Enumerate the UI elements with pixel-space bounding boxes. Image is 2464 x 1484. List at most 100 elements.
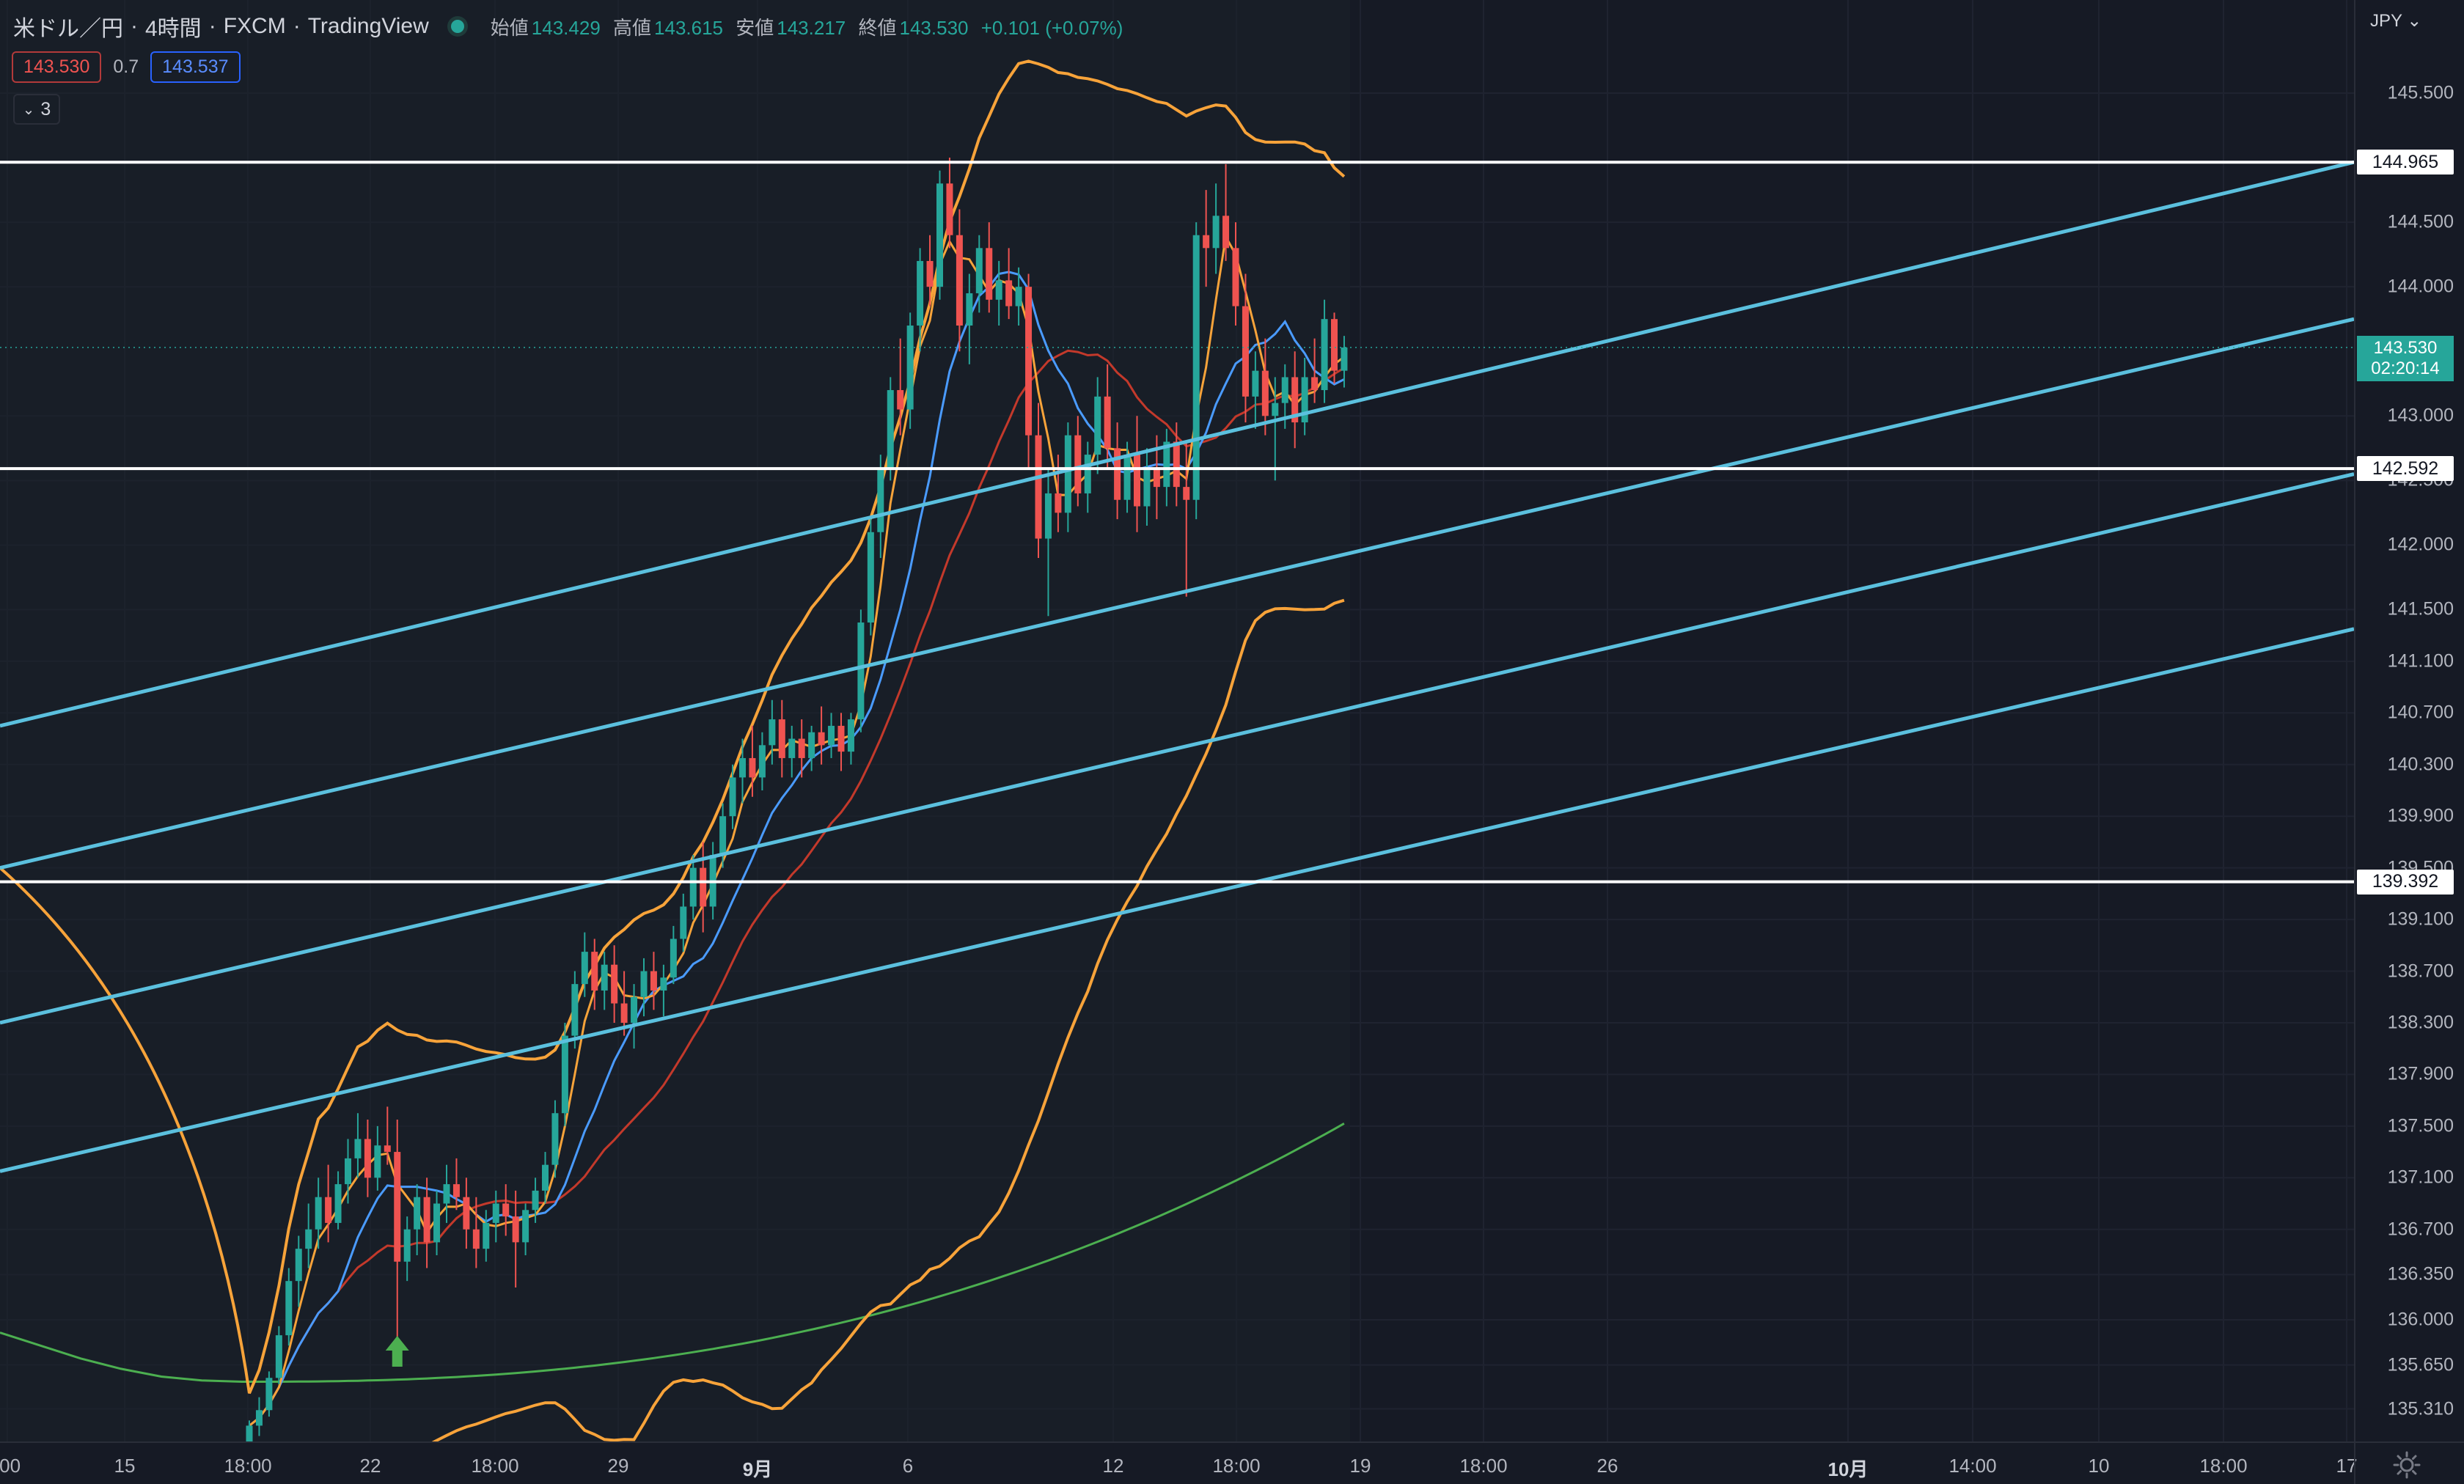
horizontal-line-price-label[interactable]: 142.592 — [2357, 456, 2454, 482]
candle[interactable] — [739, 738, 746, 804]
candle[interactable] — [808, 725, 815, 771]
horizontal-line-price-label[interactable]: 139.392 — [2357, 869, 2454, 895]
candle[interactable] — [354, 1113, 362, 1178]
candle[interactable] — [749, 725, 756, 797]
candle[interactable] — [788, 725, 796, 778]
candle[interactable] — [591, 938, 598, 1010]
candle[interactable] — [917, 248, 924, 352]
candle[interactable] — [443, 1164, 450, 1223]
candle[interactable] — [1222, 164, 1230, 261]
candle[interactable] — [1035, 403, 1042, 558]
candle[interactable] — [660, 964, 667, 1017]
ma-slow-line[interactable] — [0, 1122, 1345, 1383]
candle[interactable] — [374, 1125, 381, 1191]
price-scale[interactable]: JPY ⌄ 145.500144.500144.000143.000142.50… — [2354, 0, 2464, 1441]
candle[interactable] — [522, 1203, 529, 1255]
candle[interactable] — [867, 519, 874, 636]
currency-selector[interactable]: JPY ⌄ — [2370, 10, 2421, 32]
candle[interactable] — [936, 170, 943, 300]
candle[interactable] — [403, 1216, 411, 1282]
candle[interactable] — [1173, 422, 1180, 507]
candle[interactable] — [986, 222, 993, 313]
candle[interactable] — [828, 713, 835, 758]
candle[interactable] — [975, 235, 983, 313]
market-status-icon[interactable] — [450, 20, 464, 33]
candle[interactable] — [384, 1106, 391, 1165]
candle[interactable] — [414, 1184, 421, 1255]
candle[interactable] — [423, 1178, 430, 1268]
candle[interactable] — [1084, 441, 1091, 513]
candle[interactable] — [571, 971, 579, 1049]
candle[interactable] — [315, 1178, 322, 1249]
candle[interactable] — [680, 893, 687, 952]
time-scale[interactable]: :00 15 18:00 22 18:00 29 9月 6 12 18:00 19 18:00 26 10… — [0, 1441, 2357, 1484]
candle[interactable] — [670, 925, 677, 985]
candle[interactable] — [956, 209, 963, 352]
ma-fast-line[interactable] — [249, 271, 1345, 1427]
candle[interactable] — [255, 1397, 263, 1436]
candle[interactable] — [345, 1139, 351, 1204]
candle[interactable] — [1123, 441, 1131, 513]
candle[interactable] — [305, 1203, 312, 1268]
candle[interactable] — [463, 1178, 470, 1249]
candle[interactable] — [897, 338, 904, 436]
horizontal-line-price-label[interactable]: 144.965 — [2357, 150, 2454, 175]
candle[interactable] — [1015, 267, 1022, 326]
candle[interactable] — [877, 455, 884, 558]
candle[interactable] — [631, 984, 638, 1049]
candle[interactable] — [1301, 358, 1308, 436]
ma-mid-line[interactable] — [249, 349, 1345, 1427]
candle[interactable] — [483, 1210, 490, 1262]
settings-icon[interactable] — [2392, 1450, 2421, 1480]
buy-signal-arrow-icon[interactable] — [385, 1336, 409, 1367]
candle[interactable] — [1242, 273, 1249, 423]
candle[interactable] — [532, 1178, 539, 1223]
candle[interactable] — [334, 1171, 342, 1230]
candle[interactable] — [1025, 273, 1033, 468]
candle[interactable] — [620, 971, 628, 1036]
candle[interactable] — [1074, 416, 1082, 507]
candle[interactable] — [285, 1268, 293, 1346]
candle[interactable] — [758, 732, 766, 790]
candle[interactable] — [798, 719, 805, 778]
candle[interactable] — [364, 1120, 371, 1197]
candle[interactable] — [689, 855, 697, 920]
candle[interactable] — [394, 1120, 401, 1346]
candle[interactable] — [452, 1158, 460, 1211]
trend-channel-line[interactable] — [0, 627, 2355, 1173]
candle[interactable] — [650, 952, 657, 1010]
candle[interactable] — [1044, 467, 1052, 617]
candle[interactable] — [1064, 422, 1071, 532]
candle[interactable] — [295, 1235, 302, 1307]
candle[interactable] — [551, 1100, 559, 1178]
candle[interactable] — [946, 158, 953, 249]
trend-channel-line[interactable] — [0, 317, 2355, 870]
candle[interactable] — [325, 1164, 332, 1243]
candle[interactable] — [966, 273, 973, 364]
symbol-name[interactable]: 米ドル／円 — [13, 17, 123, 41]
candle[interactable] — [906, 312, 914, 429]
candle[interactable] — [502, 1184, 510, 1236]
candle[interactable] — [1212, 183, 1220, 274]
candle[interactable] — [1252, 351, 1259, 429]
candle[interactable] — [561, 1022, 568, 1126]
candle[interactable] — [926, 235, 934, 306]
candle[interactable] — [640, 958, 648, 1017]
candle[interactable] — [512, 1190, 519, 1288]
trend-channel-line[interactable] — [0, 160, 2355, 728]
candle[interactable] — [1114, 422, 1121, 520]
candle[interactable] — [995, 260, 1002, 326]
candle[interactable] — [1341, 336, 1348, 388]
candle[interactable] — [1192, 222, 1200, 520]
candle[interactable] — [472, 1197, 480, 1268]
candle[interactable] — [265, 1371, 273, 1417]
candle[interactable] — [275, 1326, 282, 1385]
candle[interactable] — [1311, 338, 1319, 403]
candle[interactable] — [778, 699, 785, 778]
candle[interactable] — [887, 377, 894, 481]
trend-channel-line[interactable] — [0, 472, 2355, 1025]
bollinger-upper-line[interactable] — [0, 59, 1346, 1395]
candle[interactable] — [1005, 248, 1013, 320]
chart-area[interactable]: 米ドル／円 · 4時間 · FXCM · TradingView 始値 143.4… — [0, 0, 2355, 1484]
candle[interactable] — [1143, 448, 1151, 526]
